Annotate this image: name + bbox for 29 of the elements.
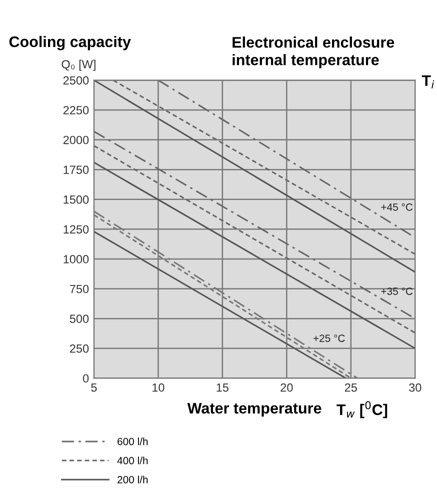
y-tick-label: 500	[70, 314, 89, 323]
x-tick-label: 30	[409, 383, 422, 392]
y-tick-label: 2500	[63, 76, 89, 85]
y-tick-label: 1750	[64, 166, 89, 174]
x-tick-label: 20	[280, 383, 293, 392]
legend-label: 200 l/h	[118, 476, 148, 484]
text: T$_{i}$	[422, 75, 434, 88]
y-axis-title: Q₀ [W]	[62, 60, 96, 71]
y-tick-label: 0	[82, 374, 89, 383]
x-tick-label: 5	[91, 383, 97, 392]
y-tick-label: 1250	[64, 225, 89, 234]
text: Electronical enclosure internal temperature	[232, 36, 394, 68]
x-tick-label: 25	[344, 383, 357, 392]
y-tick-label: 750	[70, 284, 89, 294]
annotation: +45 °C	[381, 203, 413, 211]
y-tick-label: 1000	[64, 255, 89, 264]
text: T$_{w}$ [$^{0}$C]	[336, 401, 388, 418]
legend-label: 600 l/h	[118, 438, 148, 446]
x-tick-label: 15	[216, 383, 229, 392]
chart-title: Cooling capacity	[9, 36, 131, 50]
annotation: +25 °C	[313, 334, 345, 342]
y-tick-label: 2000	[63, 136, 89, 144]
y-tick-label: 1500	[64, 195, 89, 204]
legend-label: 400 l/h	[117, 456, 148, 464]
x-tick-label: 10	[152, 383, 164, 392]
x-axis-title: Water temperature	[187, 402, 322, 417]
annotation: +35 °C	[381, 288, 413, 295]
y-tick-label: 250	[70, 344, 89, 353]
y-tick-label: 2250	[63, 106, 89, 114]
